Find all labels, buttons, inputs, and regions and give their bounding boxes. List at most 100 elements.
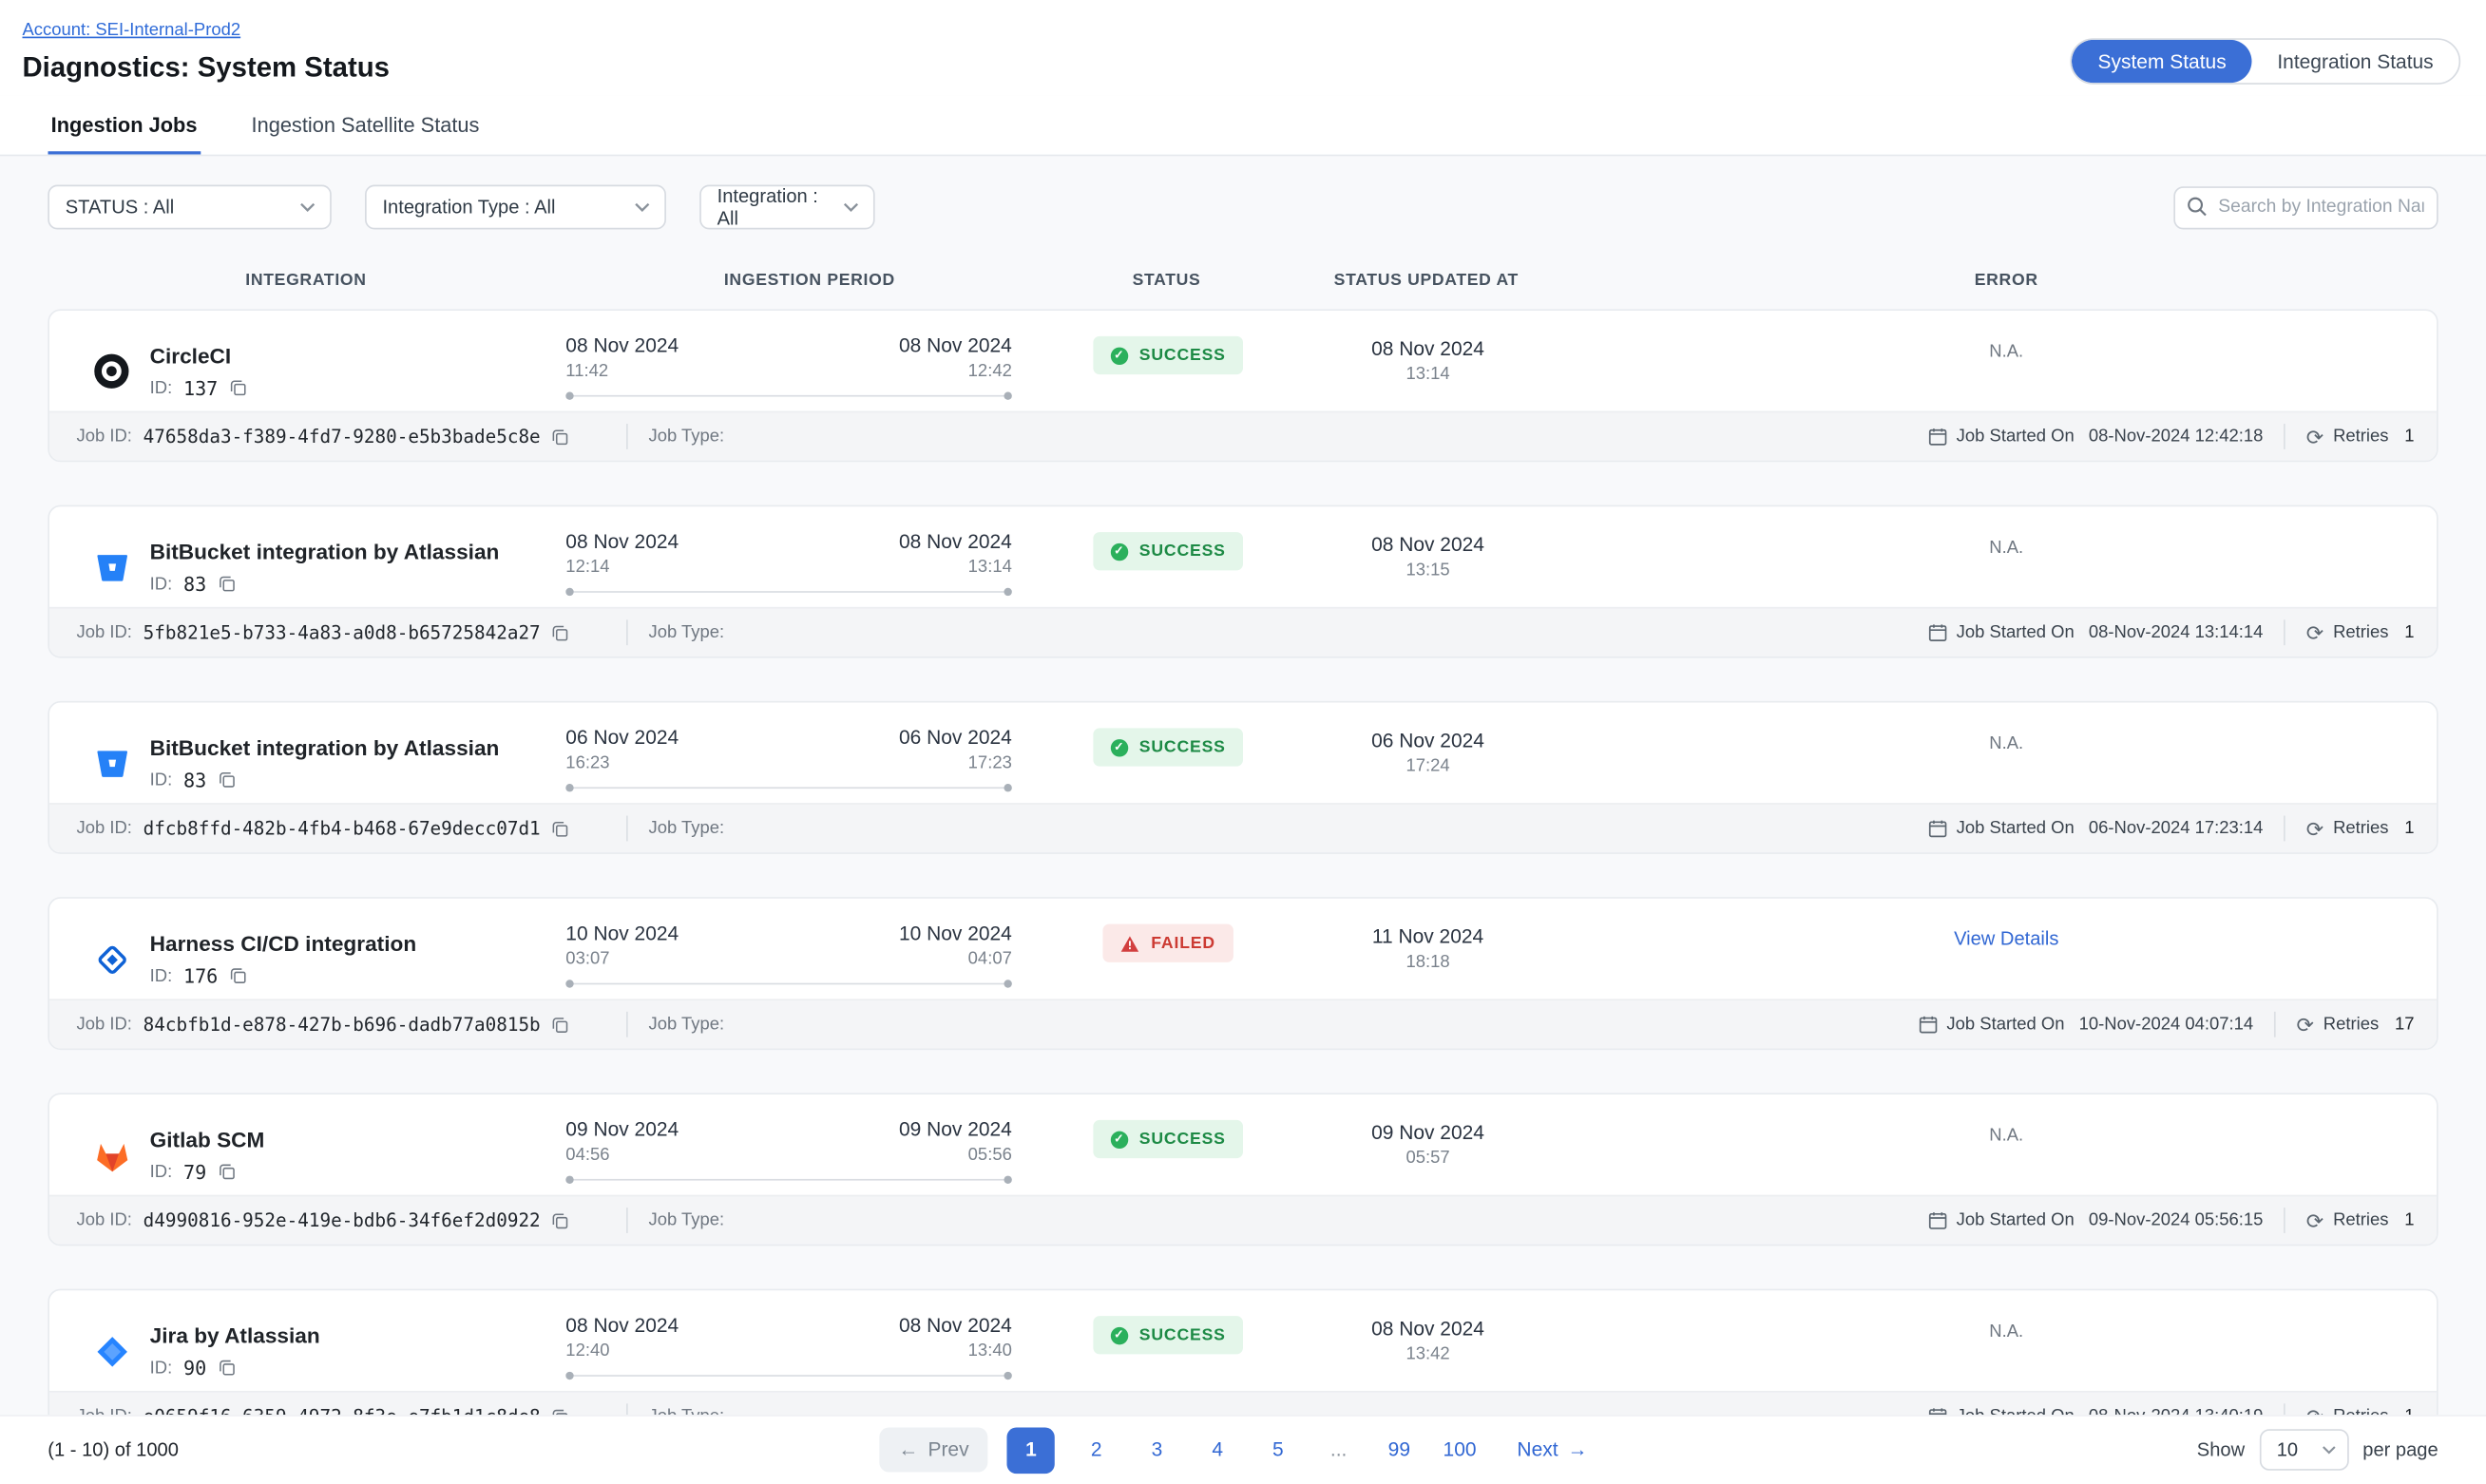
copy-icon[interactable] <box>551 1211 568 1228</box>
period-start-date: 08 Nov 2024 <box>565 334 679 357</box>
job-id-value: 47658da3-f389-4fd7-9280-e5b3bade5c8e <box>143 425 541 448</box>
calendar-icon <box>1928 1210 1947 1229</box>
job-details-bar: Job ID: 5fb821e5-b733-4a83-a0d8-b6572584… <box>48 606 2438 656</box>
period-end-time: 05:56 <box>967 1145 1012 1165</box>
copy-icon[interactable] <box>218 1163 235 1180</box>
integration-name: Jira by Atlassian <box>149 1322 320 1347</box>
integration-status-toggle[interactable]: Integration Status <box>2252 40 2459 83</box>
ingestion-job-row: Gitlab SCM ID: 79 09 Nov 2024 04:56 <box>48 1093 2438 1246</box>
copy-icon[interactable] <box>218 771 235 789</box>
job-id-value: d4990816-952e-419e-bdb6-34f6ef2d0922 <box>143 1208 541 1232</box>
job-started-on-value: 10-Nov-2024 04:07:14 <box>2078 1015 2254 1035</box>
copy-icon[interactable] <box>229 967 246 984</box>
divider <box>626 1208 628 1233</box>
error-value: N.A. <box>1989 1322 2024 1341</box>
chevron-down-icon <box>634 202 650 213</box>
status-updated-time: 13:15 <box>1406 561 1450 580</box>
integration-filter-dropdown[interactable]: Integration : All <box>699 184 875 230</box>
copy-icon[interactable] <box>551 428 568 445</box>
error-view-details-link[interactable]: View Details <box>1954 926 2059 950</box>
period-start-time: 16:23 <box>565 753 610 773</box>
job-details-bar: Job ID: 47658da3-f389-4fd7-9280-e5b3bade… <box>48 410 2438 461</box>
job-details-bar: Job ID: dfcb8ffd-482b-4fb4-b468-67e9decc… <box>48 803 2438 853</box>
job-started-on-label: Job Started On <box>1956 622 2075 642</box>
failed-warning-icon <box>1120 935 1139 952</box>
ingestion-job-row: BitBucket integration by Atlassian ID: 8… <box>48 504 2438 658</box>
ingestion-job-row: Harness CI/CD integration ID: 176 10 Nov… <box>48 897 2438 1051</box>
period-start-date: 08 Nov 2024 <box>565 530 679 553</box>
integration-name: CircleCI <box>149 343 232 368</box>
status-badge: ✓ SUCCESS <box>1093 728 1244 767</box>
search-input[interactable] <box>2173 185 2438 229</box>
page-button-99[interactable]: 99 <box>1380 1427 1418 1474</box>
copy-icon[interactable] <box>229 379 246 396</box>
page-button-2[interactable]: 2 <box>1078 1427 1116 1474</box>
job-details-bar: Job ID: d4990816-952e-419e-bdb6-34f6ef2d… <box>48 1194 2438 1245</box>
account-link[interactable]: Account: SEI-Internal-Prod2 <box>22 20 241 40</box>
success-check-icon: ✓ <box>1110 542 1129 561</box>
tab-ingestion-satellite-status[interactable]: Ingestion Satellite Status <box>251 113 480 138</box>
retries-icon: ⟳ <box>2296 1012 2314 1037</box>
status-updated-date: 06 Nov 2024 <box>1371 730 1484 752</box>
copy-icon[interactable] <box>551 820 568 837</box>
retries-value: 17 <box>2394 1015 2415 1035</box>
retries-icon: ⟳ <box>2305 1208 2324 1233</box>
divider <box>626 815 628 842</box>
period-start-time: 12:40 <box>565 1341 610 1361</box>
calendar-icon <box>1928 623 1947 642</box>
copy-icon[interactable] <box>551 1016 568 1033</box>
page-button-100[interactable]: 100 <box>1441 1427 1479 1474</box>
page-button-3[interactable]: 3 <box>1138 1427 1176 1474</box>
copy-icon[interactable] <box>551 624 568 641</box>
job-id-label: Job ID: <box>76 818 132 839</box>
copy-icon[interactable] <box>218 575 235 592</box>
job-started-on-label: Job Started On <box>1956 427 2075 447</box>
page-number-list: 1 2 3 4 5... 99 100 <box>1006 1426 1479 1474</box>
period-progress-line <box>565 980 1012 988</box>
chevron-down-icon <box>2322 1445 2336 1455</box>
period-end-date: 08 Nov 2024 <box>898 334 1012 357</box>
chevron-down-icon <box>843 202 859 213</box>
retries-label: Retries <box>2323 1015 2380 1035</box>
job-type-label: Job Type: <box>648 622 725 642</box>
harness-icon <box>91 939 133 980</box>
success-check-icon: ✓ <box>1110 1130 1129 1149</box>
job-started-on-value: 08-Nov-2024 12:42:18 <box>2088 427 2264 447</box>
status-updated-date: 08 Nov 2024 <box>1371 1317 1484 1341</box>
page-size-dropdown[interactable]: 10 <box>2259 1429 2349 1471</box>
period-end-time: 13:14 <box>967 557 1012 578</box>
period-progress-line <box>565 1371 1012 1380</box>
jira-icon <box>91 1330 133 1372</box>
id-label: ID: <box>149 770 173 790</box>
page-button-1[interactable]: 1 <box>1006 1426 1056 1474</box>
retries-label: Retries <box>2333 818 2389 839</box>
integration-type-filter-value: Integration Type : All <box>382 196 556 219</box>
page-button-4[interactable]: 4 <box>1198 1427 1236 1474</box>
period-progress-line <box>565 784 1012 792</box>
period-end-date: 08 Nov 2024 <box>898 1314 1012 1337</box>
divider <box>626 1011 628 1037</box>
success-check-icon: ✓ <box>1110 346 1129 365</box>
tab-ingestion-jobs[interactable]: Ingestion Jobs <box>48 96 201 155</box>
prev-page-button[interactable]: ← Prev <box>879 1427 988 1473</box>
integration-filter-value: Integration : All <box>717 184 818 230</box>
period-end-date: 10 Nov 2024 <box>898 922 1012 945</box>
period-end-date: 09 Nov 2024 <box>898 1118 1012 1141</box>
status-filter-dropdown[interactable]: STATUS : All <box>48 184 332 230</box>
arrow-left-icon: ← <box>898 1438 919 1461</box>
status-text: SUCCESS <box>1138 542 1226 561</box>
next-page-button[interactable]: Next → <box>1498 1428 1606 1473</box>
system-status-toggle[interactable]: System Status <box>2072 39 2252 84</box>
error-value: N.A. <box>1989 734 2024 754</box>
period-start-time: 03:07 <box>565 949 610 969</box>
retries-value: 1 <box>2404 427 2415 447</box>
period-end-time: 12:42 <box>967 361 1012 381</box>
ingestion-job-row: BitBucket integration by Atlassian ID: 8… <box>48 700 2438 854</box>
copy-icon[interactable] <box>218 1359 235 1376</box>
integration-type-filter-dropdown[interactable]: Integration Type : All <box>365 184 666 230</box>
top-bar: Account: SEI-Internal-Prod2 Diagnostics:… <box>0 0 2486 96</box>
job-type-label: Job Type: <box>648 1015 725 1035</box>
error-value: N.A. <box>1989 1126 2024 1146</box>
period-end-date: 08 Nov 2024 <box>898 530 1012 553</box>
page-button-5[interactable]: 5 <box>1259 1427 1297 1474</box>
